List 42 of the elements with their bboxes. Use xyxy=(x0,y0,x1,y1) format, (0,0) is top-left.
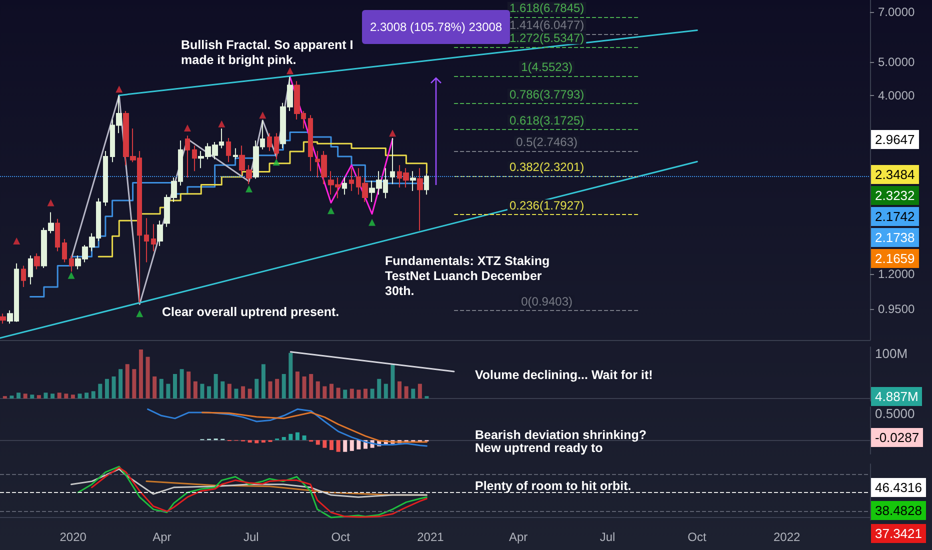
text: 46.4316 xyxy=(871,478,926,497)
text: 0.5000 xyxy=(874,405,916,423)
x-tick-label: Oct xyxy=(688,530,706,544)
annotation: Volume declining... Wait for it! xyxy=(475,368,653,383)
annotation: 2.3008 (105.78%) 23008 xyxy=(362,10,510,44)
x-tick-label: 2020 xyxy=(60,530,86,544)
text: 2.3484 xyxy=(871,165,919,184)
y-tick-label: 7.0000 xyxy=(878,5,916,20)
text: 38.4828 xyxy=(871,501,926,520)
x-tick-label: Apr xyxy=(152,530,172,544)
x-tick-label: 2021 xyxy=(417,530,444,544)
y-tick-label: 5.0000 xyxy=(878,55,916,70)
text: 4.887M xyxy=(871,387,922,406)
text: 2.1742 xyxy=(871,207,919,226)
annotation: Plenty of room to hit orbit. xyxy=(475,479,632,494)
annotation: Clear overall uptrend present. xyxy=(162,305,340,320)
text: 100M xyxy=(874,345,909,363)
ref-line-label: 0.5(2.7463) xyxy=(516,135,578,150)
y-tick-label: 0.9500 xyxy=(878,302,916,316)
ref-line-label: 0.236(1.7927) xyxy=(509,198,584,212)
ref-line-label: 1.414(6.0477) xyxy=(509,18,584,32)
text: 2.9647 xyxy=(871,130,919,149)
text: 2.3232 xyxy=(871,186,919,205)
annotation: Bearish deviation shrinking? New uptrend ready to xyxy=(475,428,647,455)
x-tick-label: Oct xyxy=(331,530,350,544)
ref-line-label: 1.272(5.5347) xyxy=(509,31,584,46)
text: 37.3421 xyxy=(871,524,926,543)
y-tick-label: 4.0000 xyxy=(878,88,916,102)
text: 2.1659 xyxy=(871,249,919,268)
ref-line-label: 0.382(2.3201) xyxy=(509,160,584,174)
ref-line-label: 0.618(3.1725) xyxy=(509,114,584,128)
text: -0.0287 xyxy=(871,428,924,447)
ref-line-label: 1.618(6.7845) xyxy=(509,0,584,15)
y-tick-label: 1.2000 xyxy=(878,267,916,282)
annotation: Bullish Fractal. So apparent I made it bright pink. xyxy=(181,38,354,68)
x-tick-label: Jul xyxy=(243,530,259,544)
x-tick-label: Jul xyxy=(600,530,616,544)
ref-line-label: 1(4.5523) xyxy=(521,60,572,74)
x-tick-label: Apr xyxy=(508,530,528,544)
text: 2.1738 xyxy=(871,228,919,247)
x-tick-label: 2022 xyxy=(774,530,800,544)
ref-line-label: 0.786(3.7793) xyxy=(509,88,584,102)
